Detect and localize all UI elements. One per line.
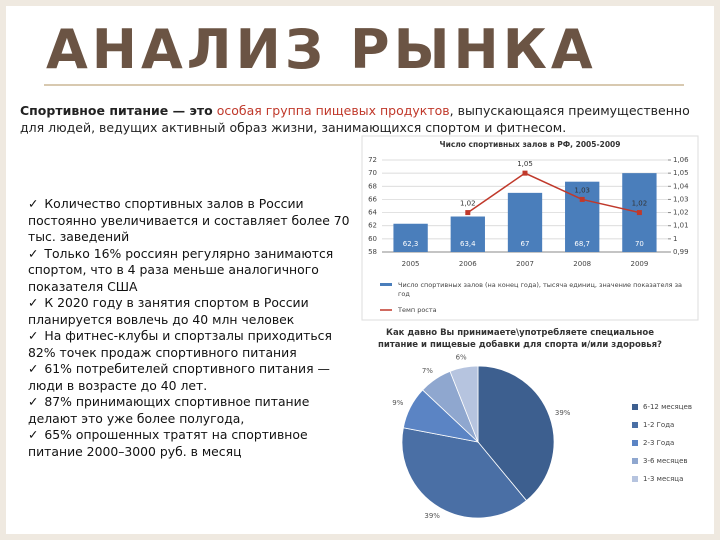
legend-swatch — [632, 422, 638, 428]
growth-line — [467, 172, 640, 214]
pie-label: 7% — [422, 367, 433, 375]
x-tick-label: 2005 — [402, 260, 420, 268]
y2-tick-label: 1,04 — [673, 182, 689, 190]
y-tick-label: 72 — [368, 156, 377, 164]
bullet: Количество спортивных залов в России пос… — [28, 196, 358, 246]
legend-label: Темп роста — [397, 306, 437, 314]
pie-slice — [449, 365, 479, 443]
title-rule — [44, 84, 684, 86]
data-label: 1,02 — [632, 200, 648, 208]
title-line: питание и пищевые добавки для спорта и/и… — [378, 339, 662, 350]
legend-label: 2-3 Года — [643, 439, 674, 447]
growth-point — [636, 210, 642, 216]
data-label: 70 — [635, 240, 644, 248]
bar — [393, 223, 428, 252]
data-label: 63,4 — [460, 240, 476, 248]
legend-swatch — [632, 458, 638, 464]
title-line: Как давно Вы принимаете\употребляете спе… — [386, 327, 654, 338]
legend-swatch — [632, 476, 638, 482]
intro: Спортивное питание — это особая группа п… — [20, 102, 710, 136]
data-label: 1,05 — [517, 160, 533, 168]
legend-label: 1-2 Года — [643, 421, 674, 429]
pie-slice — [477, 365, 555, 502]
y-tick-label: 66 — [368, 195, 377, 203]
legend-line: Число спортивных залов (на конец года), … — [398, 281, 682, 289]
pie-label: 6% — [456, 354, 467, 362]
bullet: 61% потребителей спортивного питания — л… — [28, 361, 358, 394]
pie-label: 39% — [424, 512, 440, 520]
bar — [450, 216, 485, 252]
y-tick-label: 62 — [368, 222, 377, 230]
bullet: На фитнес-клубы и спортзалы приходиться … — [28, 328, 358, 361]
pie-slice — [401, 427, 528, 519]
legend-swatch — [632, 440, 638, 446]
data-label: 1,03 — [574, 186, 590, 194]
bullet-list: Количество спортивных залов в России пос… — [28, 196, 358, 460]
y-tick-label: 58 — [368, 248, 377, 256]
y2-tick-label: 0,99 — [673, 248, 689, 256]
bullet: 65% опрошенных тратят на спортивное пита… — [28, 427, 358, 460]
legend-label: 3-6 месяцев — [643, 457, 688, 465]
x-tick-label: 2007 — [516, 260, 534, 268]
y-tick-label: 68 — [368, 182, 377, 190]
data-label: 62,3 — [403, 240, 419, 248]
y2-tick-label: 1,01 — [673, 222, 689, 230]
data-label: 1,02 — [460, 200, 476, 208]
x-tick-label: 2009 — [630, 260, 648, 268]
pie-label: 39% — [555, 409, 571, 417]
y-tick-label: 64 — [368, 209, 377, 217]
y2-tick-label: 1 — [673, 235, 677, 243]
legend-label: 1-3 месяца — [643, 475, 683, 483]
legend-swatch — [632, 404, 638, 410]
growth-point — [579, 196, 585, 202]
intro-bold: Спортивное питание — это — [20, 103, 213, 118]
y2-tick-label: 1,05 — [673, 169, 689, 177]
legend-label: 6-12 месяцев — [643, 403, 692, 411]
bullet: 87% принимающих спортивное питание делаю… — [28, 394, 358, 427]
growth-point — [465, 210, 471, 216]
y2-tick-label: 1,03 — [673, 195, 689, 203]
y-tick-label: 60 — [368, 235, 377, 243]
bullet: Только 16% россиян регулярно занимаются … — [28, 246, 358, 296]
bullet: К 2020 году в занятия спортом в России п… — [28, 295, 358, 328]
x-tick-label: 2008 — [573, 260, 591, 268]
legend-line: год — [398, 290, 410, 298]
growth-point — [522, 170, 528, 176]
data-label: 68,7 — [574, 240, 590, 248]
chart-title: Как давно Вы принимаете\употребляете спе… — [378, 327, 662, 350]
x-tick-label: 2006 — [459, 260, 477, 268]
pie-label: 9% — [392, 399, 403, 407]
bar — [507, 192, 543, 252]
slide-title: АНАЛИЗ РЫНКА — [46, 18, 597, 81]
data-label: 67 — [521, 240, 530, 248]
chart-title: Число спортивных залов в РФ, 2005-2009 — [440, 140, 621, 149]
intro-rest: , выпускающаяся преимущественно для люде… — [20, 103, 690, 135]
y-tick-label: 70 — [368, 169, 377, 177]
intro-highlight: особая группа пищевых продуктов — [216, 103, 450, 118]
y2-tick-label: 1,06 — [673, 156, 689, 164]
y2-tick-label: 1,02 — [673, 209, 689, 217]
legend-label: Число спортивных залов (на конец года), … — [398, 281, 682, 298]
legend-swatch — [380, 283, 392, 286]
